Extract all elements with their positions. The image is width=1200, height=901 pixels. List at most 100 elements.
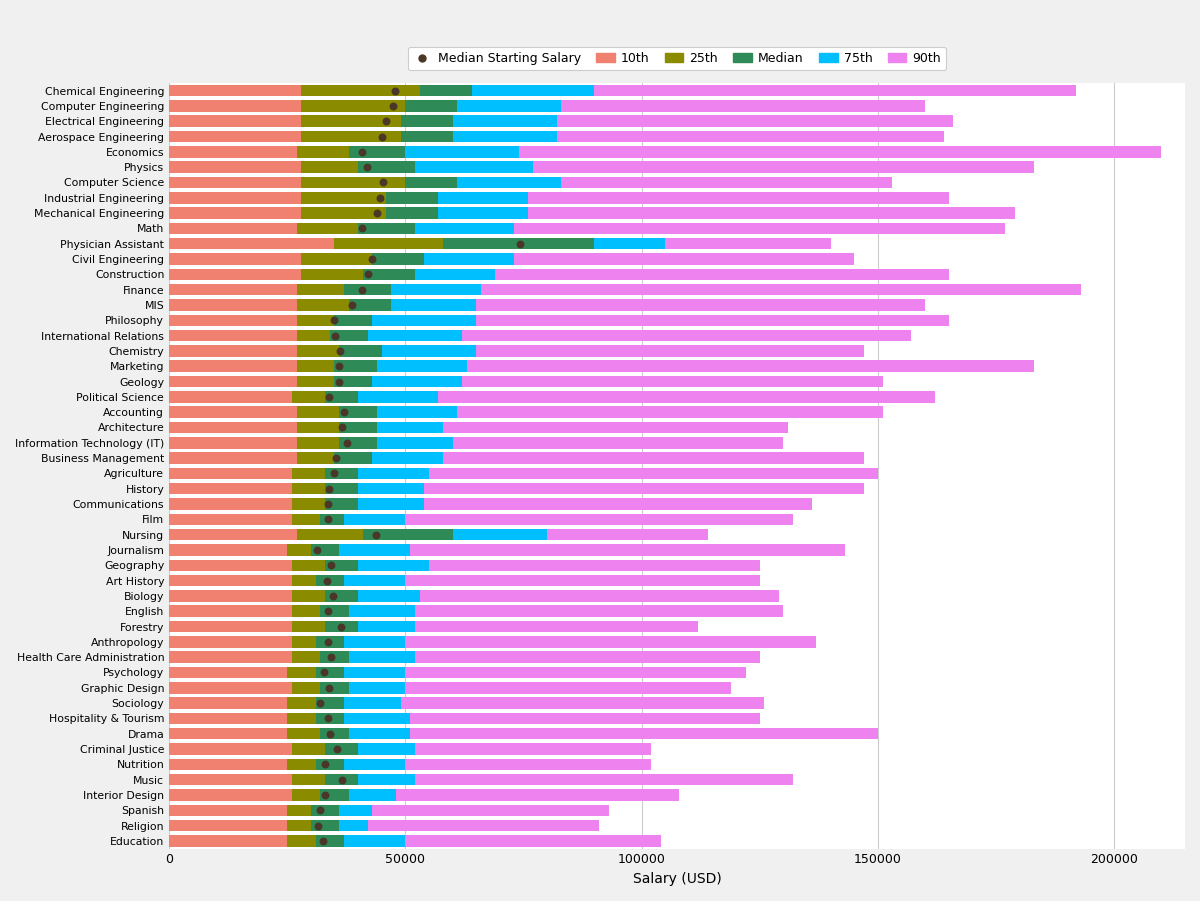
Point: [316, 787, 335, 802]
Bar: [169, 651, 292, 663]
Bar: [169, 759, 287, 770]
Bar: [358, 498, 425, 510]
Bar: [320, 682, 349, 694]
Bar: [292, 468, 325, 479]
Bar: [344, 284, 391, 296]
Bar: [316, 575, 344, 587]
Bar: [410, 544, 845, 556]
Bar: [443, 422, 788, 433]
Bar: [316, 697, 344, 709]
Bar: [311, 805, 340, 816]
Bar: [301, 177, 406, 188]
Bar: [287, 544, 311, 556]
Bar: [296, 406, 340, 418]
Point: [362, 252, 382, 267]
Bar: [320, 789, 349, 801]
Bar: [452, 529, 547, 541]
Bar: [320, 728, 349, 740]
Bar: [481, 284, 1081, 296]
Bar: [462, 330, 911, 341]
Bar: [287, 759, 316, 770]
Bar: [292, 774, 325, 786]
Point: [314, 665, 334, 679]
X-axis label: Salary (USD): Salary (USD): [632, 872, 721, 886]
Bar: [292, 391, 325, 403]
Point: [314, 757, 334, 771]
Bar: [169, 268, 301, 280]
Bar: [301, 85, 420, 96]
Bar: [415, 605, 784, 617]
Bar: [316, 759, 344, 770]
Bar: [358, 621, 415, 633]
Bar: [438, 192, 528, 204]
Bar: [169, 146, 296, 158]
Bar: [287, 697, 316, 709]
Bar: [358, 223, 415, 234]
Bar: [169, 697, 287, 709]
Bar: [457, 177, 562, 188]
Bar: [169, 299, 296, 311]
Bar: [340, 544, 410, 556]
Bar: [514, 253, 854, 265]
Bar: [406, 667, 745, 678]
Bar: [562, 177, 892, 188]
Bar: [457, 100, 562, 112]
Bar: [406, 682, 731, 694]
Bar: [169, 789, 292, 801]
Bar: [325, 468, 358, 479]
Bar: [320, 514, 344, 525]
Bar: [169, 667, 287, 678]
Bar: [287, 805, 311, 816]
Point: [308, 818, 328, 833]
Bar: [292, 682, 320, 694]
Point: [319, 604, 338, 618]
Point: [326, 450, 346, 465]
Bar: [296, 330, 330, 341]
Bar: [406, 759, 652, 770]
Point: [331, 619, 350, 633]
Bar: [415, 268, 496, 280]
Bar: [169, 590, 292, 602]
Bar: [528, 207, 1015, 219]
Bar: [340, 805, 372, 816]
Bar: [462, 376, 882, 387]
Bar: [325, 391, 358, 403]
Point: [353, 282, 372, 296]
Bar: [457, 406, 882, 418]
Point: [377, 114, 396, 129]
Bar: [362, 529, 452, 541]
Point: [385, 84, 404, 98]
Point: [322, 650, 341, 664]
Bar: [287, 835, 316, 847]
Bar: [386, 192, 438, 204]
Point: [323, 588, 342, 603]
Bar: [428, 560, 760, 571]
Bar: [316, 713, 344, 724]
Bar: [311, 544, 340, 556]
Bar: [301, 161, 358, 173]
Bar: [296, 437, 340, 449]
Point: [330, 343, 349, 358]
Bar: [169, 422, 296, 433]
Bar: [514, 223, 1006, 234]
Bar: [330, 330, 367, 341]
Bar: [476, 314, 949, 326]
Point: [332, 420, 352, 434]
Point: [358, 160, 377, 175]
Point: [324, 466, 343, 480]
Point: [319, 680, 338, 695]
Bar: [358, 743, 415, 755]
Bar: [301, 253, 372, 265]
Point: [319, 481, 338, 496]
Bar: [311, 820, 340, 832]
Bar: [169, 223, 296, 234]
Bar: [292, 789, 320, 801]
Bar: [518, 146, 1162, 158]
Bar: [476, 345, 864, 357]
Point: [319, 389, 338, 404]
Bar: [325, 498, 358, 510]
Bar: [344, 514, 406, 525]
Bar: [340, 437, 377, 449]
Bar: [438, 391, 935, 403]
Point: [330, 374, 349, 388]
